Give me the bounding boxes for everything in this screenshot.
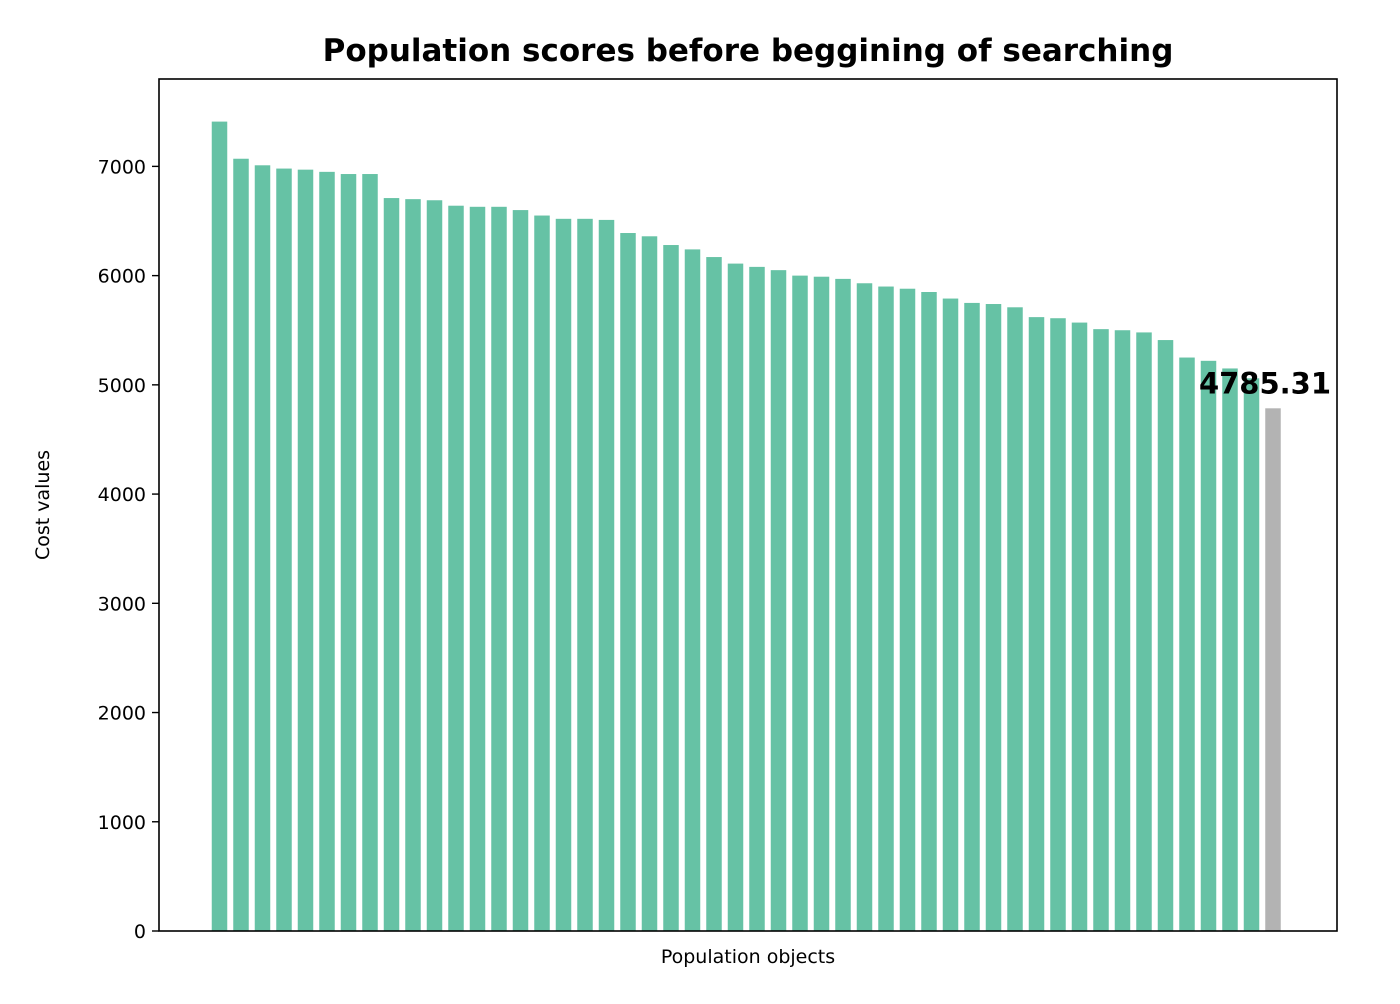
y-tick-label: 6000 <box>98 266 146 288</box>
bar <box>792 275 808 931</box>
bar <box>211 121 228 932</box>
bar <box>555 218 572 931</box>
bar <box>512 210 529 931</box>
bar <box>297 169 314 931</box>
bar <box>1007 307 1023 931</box>
bar-value-annotation: 4785.31 <box>1199 366 1331 400</box>
bar <box>598 219 615 931</box>
bar <box>835 278 851 931</box>
y-tick-label: 3000 <box>98 593 146 615</box>
y-tick-label: 5000 <box>98 375 146 397</box>
y-axis-ticks: 0 1000 2000 3000 4000 5000 6000 7000 <box>98 156 159 943</box>
bar <box>964 302 980 931</box>
bar <box>491 206 507 932</box>
bar <box>684 249 701 931</box>
bar <box>1114 330 1131 932</box>
bar <box>1028 317 1045 931</box>
bar <box>663 245 679 931</box>
bar <box>233 158 249 932</box>
bar <box>641 236 658 932</box>
bar <box>469 206 486 932</box>
bar <box>727 263 744 932</box>
bar <box>362 174 378 931</box>
bar <box>899 288 916 932</box>
y-tick-label: 1000 <box>98 812 146 834</box>
y-axis-label: Cost values <box>32 450 54 560</box>
x-axis-label: Population objects <box>661 946 835 968</box>
bar <box>813 276 830 932</box>
y-tick-label: 2000 <box>98 703 146 725</box>
bar <box>620 233 636 931</box>
bar <box>856 283 873 931</box>
bar <box>985 304 1002 931</box>
bar <box>706 257 722 931</box>
bar <box>921 292 937 931</box>
bar <box>426 200 443 931</box>
bar <box>1243 378 1260 931</box>
bar <box>1071 322 1088 932</box>
bar <box>878 286 894 931</box>
plot-frame <box>158 78 1338 932</box>
bar <box>448 205 464 931</box>
bar <box>577 218 593 931</box>
bar <box>340 174 357 931</box>
bar <box>276 168 292 931</box>
bar-highlighted <box>1265 408 1281 931</box>
y-tick-label: 7000 <box>98 156 146 178</box>
bars-layer <box>211 121 1281 932</box>
bar <box>319 171 335 932</box>
bar <box>942 298 959 931</box>
bar <box>1200 360 1217 931</box>
chart-title: Population scores before beggining of se… <box>323 33 1174 69</box>
bar <box>1157 340 1174 931</box>
annotation-layer: 4785.31 <box>1199 366 1331 400</box>
bar <box>405 199 421 931</box>
y-tick-label: 4000 <box>98 484 146 506</box>
bar <box>770 270 787 931</box>
y-tick-label: 0 <box>134 921 146 943</box>
bar <box>749 266 765 931</box>
bar <box>1136 332 1152 931</box>
bar <box>383 198 400 931</box>
bar <box>254 165 271 932</box>
bar <box>1050 318 1066 932</box>
bar <box>1179 357 1195 931</box>
bar <box>534 215 550 932</box>
bar <box>1222 368 1238 932</box>
bar <box>1093 329 1109 931</box>
